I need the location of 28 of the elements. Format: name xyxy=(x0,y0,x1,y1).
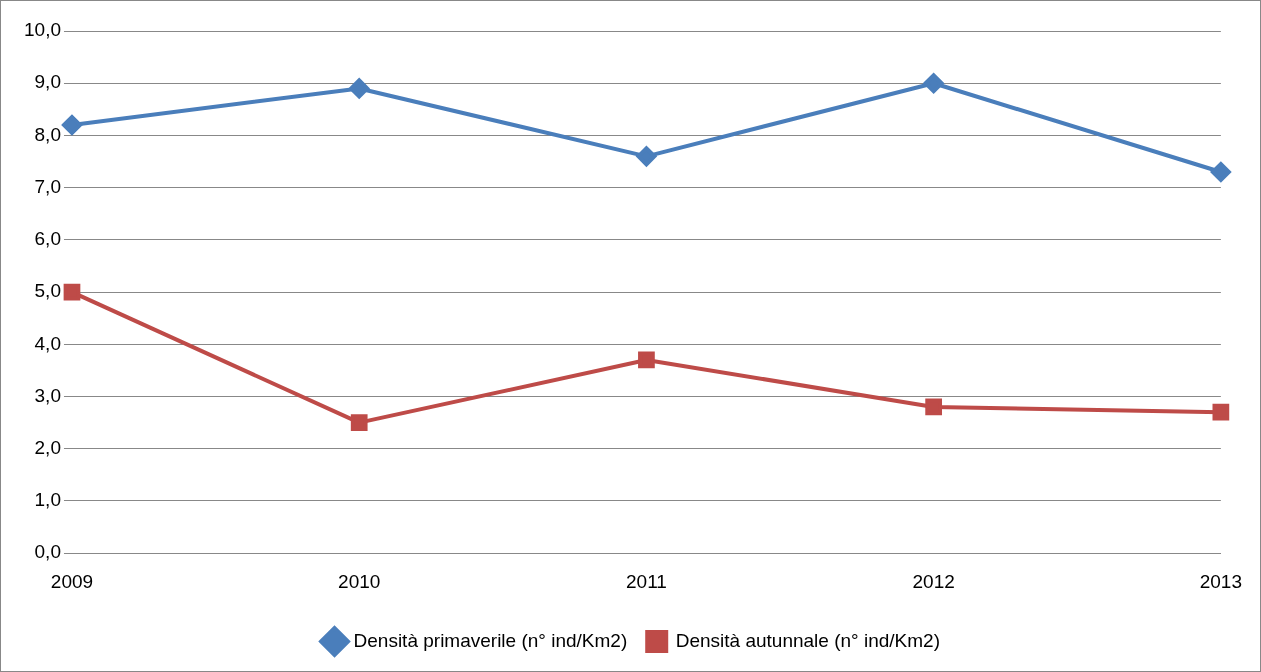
legend-label: Densità primaverile (n° ind/Km2) xyxy=(353,629,628,651)
point xyxy=(63,283,81,301)
x-tick-label: 2009 xyxy=(50,570,94,592)
x-tick-label: 2011 xyxy=(625,570,667,592)
y-tick-label: 6,0 xyxy=(34,228,61,250)
point xyxy=(1212,403,1230,421)
y-tick-label: 7,0 xyxy=(34,175,61,197)
legend-label: Densità autunnale (n° ind/Km2) xyxy=(675,629,940,651)
y-tick-label: 8,0 xyxy=(34,123,61,145)
point xyxy=(923,73,944,94)
y-tick-label: 2,0 xyxy=(34,436,61,458)
point xyxy=(925,398,943,416)
point xyxy=(1210,161,1231,182)
point xyxy=(636,146,657,167)
y-tick-label: 10,0 xyxy=(24,19,61,41)
point xyxy=(349,78,370,99)
point xyxy=(350,414,368,432)
y-tick-label: 5,0 xyxy=(34,280,61,302)
y-tick-label: 3,0 xyxy=(34,384,61,406)
y-tick-label: 4,0 xyxy=(34,332,61,354)
point xyxy=(638,351,655,369)
y-tick-label: 9,0 xyxy=(34,71,61,93)
point xyxy=(61,115,82,135)
x-tick-label: 2013 xyxy=(1199,570,1243,592)
x-tick-label: 2010 xyxy=(338,570,381,592)
y-tick-label: 1,0 xyxy=(34,489,61,511)
y-tick-label: 0,0 xyxy=(34,541,61,563)
x-tick-label: 2012 xyxy=(912,570,955,592)
